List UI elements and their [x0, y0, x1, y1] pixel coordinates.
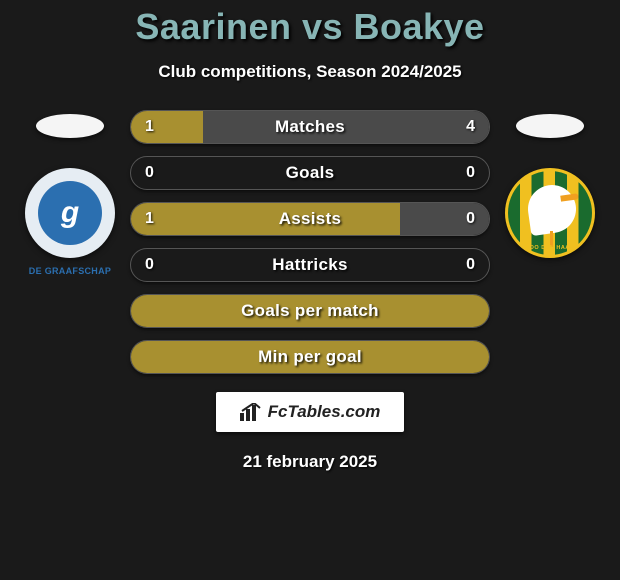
bar-value-left: 1: [145, 118, 154, 136]
stat-bar: Goals per match: [130, 294, 490, 328]
stat-bars: Matches14Goals00Assists10Hattricks00Goal…: [130, 110, 490, 374]
bar-value-right: 0: [466, 210, 475, 228]
stat-bar: Min per goal: [130, 340, 490, 374]
stat-bar: Hattricks0 0: [130, 248, 490, 282]
left-crest-inner: g: [38, 181, 102, 245]
bar-value-left: 1: [145, 210, 154, 228]
right-flag: [516, 114, 584, 138]
left-team-col: g DE GRAAFSCHAP: [10, 110, 130, 258]
footer-date: 21 february 2025: [243, 452, 377, 472]
bar-value-right: 0: [466, 164, 475, 182]
main-row: g DE GRAAFSCHAP Matches14Goals00Assists1…: [0, 110, 620, 374]
bar-label: Hattricks: [131, 255, 489, 275]
chart-icon: [240, 403, 262, 421]
bar-label: Goals: [131, 163, 489, 183]
bar-value-left: 0: [145, 164, 154, 182]
brand-badge[interactable]: FcTables.com: [216, 392, 405, 432]
page-subtitle: Club competitions, Season 2024/2025: [158, 62, 461, 82]
right-crest-text: ADO DEN HAAG: [508, 245, 592, 251]
bar-value-right: 4: [466, 118, 475, 136]
bar-value-left: 0: [145, 256, 154, 274]
bar-value-right: 0: [466, 256, 475, 274]
stork-icon: [525, 182, 579, 236]
left-crest: g DE GRAAFSCHAP: [25, 168, 115, 258]
stat-bar: Matches1 4: [130, 110, 490, 144]
brand-text: FcTables.com: [268, 402, 381, 422]
comparison-card: Saarinen vs Boakye Club competitions, Se…: [0, 0, 620, 580]
bar-label: Matches: [131, 117, 489, 137]
page-title: Saarinen vs Boakye: [135, 6, 484, 48]
left-flag: [36, 114, 104, 138]
stat-bar: Goals0 0: [130, 156, 490, 190]
bar-label: Min per goal: [131, 347, 489, 367]
bar-label: Goals per match: [131, 301, 489, 321]
bar-label: Assists: [131, 209, 489, 229]
right-team-col: ADO DEN HAAG: [490, 110, 610, 258]
left-crest-text: DE GRAAFSCHAP: [29, 266, 111, 276]
stat-bar: Assists1 0: [130, 202, 490, 236]
right-crest: ADO DEN HAAG: [505, 168, 595, 258]
left-crest-letter: g: [61, 198, 79, 228]
